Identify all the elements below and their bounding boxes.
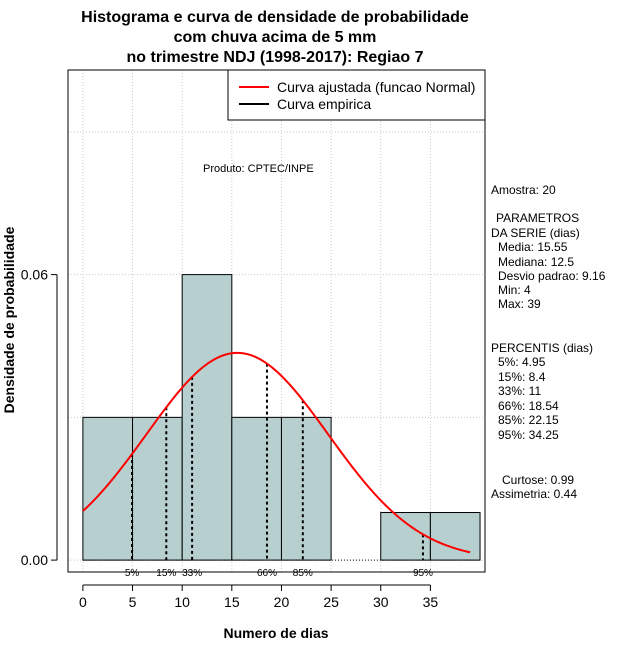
x-tick-label: 10 <box>174 594 190 610</box>
x-tick-label: 5 <box>129 594 137 610</box>
params-header-1: PARAMETROS <box>496 211 579 225</box>
param-min: Min: 4 <box>498 283 531 297</box>
histogram-bar <box>181 274 233 561</box>
histogram-bar <box>82 416 134 561</box>
percentis-header: PERCENTIS (dias) <box>491 341 593 355</box>
param-mediana: Mediana: 12.5 <box>498 255 574 269</box>
x-tick-label: 20 <box>274 594 290 610</box>
x-tick-label: 30 <box>373 594 389 610</box>
params-header-2: DA SERIE (dias) <box>491 226 580 240</box>
statistics-side-panel: Amostra: 20 PARAMETROS DA SERIE (dias) M… <box>491 183 606 501</box>
y-tick-label: 0.06 <box>21 267 48 283</box>
product-annotation: Produto: CPTEC/INPE <box>203 163 314 175</box>
normal-curve-line <box>82 351 471 554</box>
histogram-bar <box>231 416 282 561</box>
percentile-label: 5% <box>125 568 140 579</box>
legend-normal-label: Curva ajustada (funcao Normal) <box>277 79 475 95</box>
param-desvio: Desvio padrao: 9.16 <box>498 269 606 283</box>
percentil-33: 33%: 11 <box>498 384 541 398</box>
percentil-66: 66%: 18.54 <box>498 399 559 413</box>
param-media: Media: 15.55 <box>498 240 568 254</box>
histogram-bar <box>280 416 332 561</box>
x-tick-label: 0 <box>79 594 87 610</box>
percentile-label: 66% <box>257 568 277 579</box>
y-tick-label: 0.00 <box>21 552 48 568</box>
percentil-5: 5%: 4.95 <box>498 355 546 369</box>
x-tick-label: 35 <box>423 594 439 610</box>
percentil-95: 95%: 34.25 <box>498 428 559 442</box>
y-axis-label: Densidade de probabilidade <box>1 226 17 413</box>
x-tick-label: 15 <box>224 594 240 610</box>
histogram-bar <box>132 416 183 561</box>
x-axis: 0 5 10 15 20 25 30 35 <box>79 584 439 610</box>
legend-empirical-label: Curva empirica <box>277 96 371 112</box>
sample-size: Amostra: 20 <box>491 183 556 197</box>
histogram-bars <box>82 274 481 561</box>
histogram-bar <box>429 512 481 561</box>
percentil-15: 15%: 8.4 <box>498 370 546 384</box>
percentile-label: 95% <box>413 568 433 579</box>
assimetria: Assimetria: 0.44 <box>491 487 577 501</box>
chart-title-line-2: com chuva acima de 5 mm <box>174 29 377 46</box>
x-axis-label: Numero de dias <box>223 625 328 641</box>
legend: Curva ajustada (funcao Normal) Curva emp… <box>227 69 486 121</box>
percentile-label: 15% <box>156 568 176 579</box>
percentil-85: 85%: 22.15 <box>498 413 559 427</box>
param-max: Max: 39 <box>498 297 541 311</box>
percentile-lines: 5% 15% 33% 66% 85% 95% <box>125 363 433 579</box>
legend-box <box>227 69 486 121</box>
y-axis: 0.00 0.06 <box>21 267 58 568</box>
chart-title-line-3: no trimestre NDJ (1998-2017): Regiao 7 <box>127 49 424 66</box>
x-tick-label: 25 <box>323 594 339 610</box>
percentile-label: 33% <box>182 568 202 579</box>
percentile-label: 85% <box>293 568 313 579</box>
chart-title-line-1: Histograma e curva de densidade de proba… <box>81 9 469 26</box>
curtose: Curtose: 0.99 <box>502 473 574 487</box>
